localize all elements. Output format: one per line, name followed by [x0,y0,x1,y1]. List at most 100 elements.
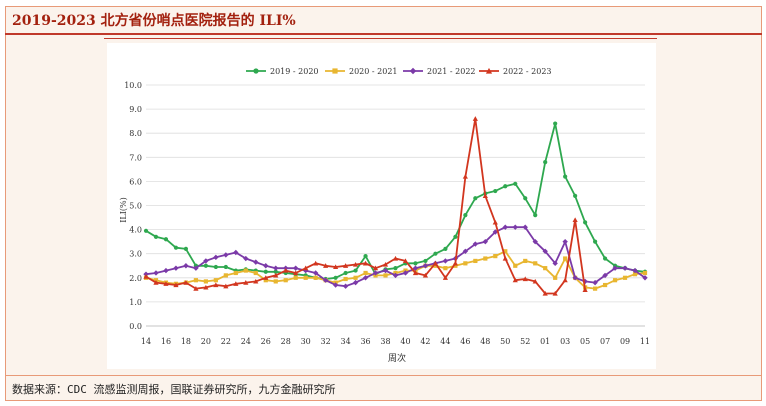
data-point [602,282,608,288]
data-point [512,277,518,283]
data-point [612,265,618,271]
y-gridlines [146,84,645,327]
x-tick-label: 22 [221,337,231,346]
data-point [573,193,578,198]
data-point [243,268,248,273]
source-rule [5,375,762,376]
data-point [463,213,468,218]
data-point [153,280,159,285]
data-point [312,270,319,276]
data-point [263,269,268,274]
data-point [523,258,528,264]
data-point [502,224,508,230]
data-point [363,254,368,259]
data-point [153,270,159,276]
x-tick-label: 01 [540,337,550,346]
data-point [412,270,419,276]
x-tick-label: 42 [420,337,430,346]
data-point [343,270,348,276]
data-point [343,263,349,268]
data-point [303,275,308,280]
x-tick-label: 16 [161,337,171,346]
data-point [572,275,578,281]
data-point [213,282,219,288]
data-point [413,261,418,266]
data-point [473,196,478,201]
data-point [492,229,498,235]
data-point [173,265,179,271]
data-point [553,275,558,280]
legend-item: 2021 - 2022 [403,67,476,76]
data-point [563,256,568,261]
data-point [193,286,199,291]
x-tick-label: 20 [201,337,211,346]
data-point [293,265,299,271]
data-point [483,256,488,261]
data-point [513,263,518,268]
data-point [493,188,498,194]
x-tick-label: 46 [460,337,470,346]
x-tick-label: 30 [301,337,311,346]
data-point [303,265,309,271]
data-point [153,234,159,239]
data-point [263,275,269,280]
data-point [343,276,348,282]
data-point [352,279,359,286]
data-point [522,276,528,282]
y-axis-label: ILI(%) [119,197,128,222]
data-point [602,256,608,261]
data-point [313,275,318,280]
data-point [503,184,508,189]
data-point [223,283,229,289]
chart-top-rule [104,38,657,39]
legend-label: 2019 - 2020 [270,67,319,76]
x-tick-label: 36 [360,337,370,346]
data-point [183,280,189,285]
x-tick-label: 11 [640,337,650,346]
data-point [542,290,548,296]
data-point [503,249,508,254]
legend-label: 2020 - 2021 [349,67,398,76]
y-axis: 0.0 1.0 2.0 3.0 4.0 5.0 6.0 7.0 8.0 9.0 10.0 [124,81,142,331]
data-point [183,246,189,251]
data-point [562,238,568,245]
legend-item: 2019 - 2020 [246,67,319,76]
x-tick-label: 03 [560,337,570,346]
data-point [563,174,568,179]
data-point [532,238,538,245]
y-tick-label: 8.0 [129,129,142,138]
data-point [163,237,169,242]
data-point [333,264,339,270]
data-point [622,265,628,271]
data-point [642,275,648,281]
x-tick-label: 50 [500,337,510,346]
data-point [372,270,379,276]
data-point [492,219,498,225]
data-point [473,258,478,264]
data-point [353,275,358,280]
data-point [273,279,278,284]
data-point [253,68,259,74]
y-tick-label: 5.0 [129,202,142,211]
data-point [632,272,638,277]
data-point [482,238,489,245]
x-tick-label: 18 [181,337,191,346]
data-point [243,280,249,285]
data-point [592,279,598,286]
data-point [442,275,448,280]
data-point [323,263,329,268]
chart-background [107,43,656,369]
legend: 2019 - 2020 2020 - 2021 2021 - 2022 2022 - … [246,67,552,76]
data-point [402,258,409,264]
data-point [553,121,558,126]
data-point [223,252,229,258]
data-point [173,245,179,250]
data-point [163,267,169,274]
data-point [273,265,279,271]
data-point [392,272,399,279]
data-point [532,278,538,284]
data-point [293,275,298,280]
data-point [352,261,359,267]
data-point [183,263,189,269]
